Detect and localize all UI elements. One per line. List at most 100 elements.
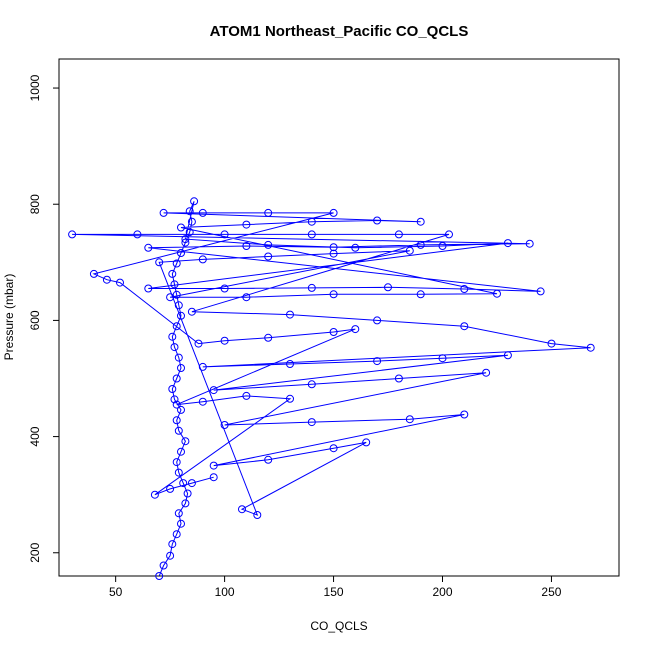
data-point: [159, 561, 168, 570]
data-point: [177, 519, 185, 528]
data-point: [242, 293, 251, 302]
data-point: [460, 322, 469, 331]
x-tick-label: 100: [215, 585, 235, 599]
data-point: [286, 394, 294, 403]
data-point: [181, 235, 190, 244]
data-point: [168, 385, 177, 393]
data-point: [253, 511, 262, 519]
data-point: [329, 243, 338, 252]
data-point: [166, 551, 175, 560]
data-point: [286, 310, 294, 319]
data-point: [155, 258, 164, 267]
x-axis-title: CO_QCLS: [310, 619, 367, 633]
data-point: [209, 473, 218, 482]
data-point: [405, 415, 414, 424]
data-point: [177, 364, 185, 372]
data-point: [116, 278, 124, 287]
data-point: [220, 421, 229, 429]
data-point: [493, 289, 501, 298]
data-point: [209, 461, 218, 470]
data-point: [586, 343, 595, 352]
data-point: [172, 530, 181, 539]
data-point: [168, 332, 177, 341]
data-point: [384, 283, 392, 292]
data-point: [329, 249, 338, 258]
data-point: [155, 572, 164, 580]
chart-title: ATOM1 Northeast_Pacific CO_QCLS: [210, 23, 469, 40]
y-axis-title: Pressure (mbar): [2, 274, 16, 361]
data-point: [547, 339, 556, 348]
data-point: [373, 216, 382, 225]
data-point: [166, 484, 175, 493]
data-point: [307, 418, 316, 427]
axis-ticks: 50 100 150 200 250 200 400 600 800 1000: [28, 74, 562, 599]
data-point: [373, 357, 382, 366]
data-point: [307, 380, 316, 389]
data-point: [174, 426, 183, 435]
data-point: [185, 207, 194, 216]
data-point: [187, 307, 196, 316]
data-point: [174, 353, 183, 362]
data-point: [536, 287, 545, 296]
data-point: [220, 336, 229, 345]
data-point: [482, 368, 491, 377]
data-point: [187, 479, 196, 488]
data-point: [242, 220, 251, 229]
data-point: [307, 230, 316, 239]
data-point: [181, 499, 190, 508]
data-point: [307, 217, 316, 226]
data-point: [172, 458, 181, 467]
data-point: [264, 208, 273, 217]
data-point: [416, 240, 425, 249]
data-point: [177, 223, 185, 232]
data-point: [405, 246, 414, 255]
data-point: [362, 438, 371, 447]
data-point: [525, 239, 534, 248]
data-point: [264, 240, 273, 249]
data-point: [307, 283, 316, 292]
data-point: [177, 447, 185, 456]
data-point: [172, 416, 181, 425]
data-point: [177, 249, 185, 257]
data-point: [264, 252, 273, 261]
data-point: [174, 468, 183, 477]
data-point: [198, 208, 207, 217]
data-point: [166, 293, 175, 302]
data-point: [329, 290, 338, 299]
data-point: [68, 230, 77, 239]
data-point: [174, 509, 183, 518]
data-point: [445, 230, 453, 239]
data-point: [190, 197, 199, 206]
data-point: [144, 284, 153, 293]
data-point: [144, 243, 153, 252]
data-point: [170, 395, 179, 404]
data-point: [220, 230, 229, 239]
data-point: [168, 269, 177, 278]
data-point: [351, 325, 360, 334]
data-point: [172, 400, 181, 409]
data-point: [416, 290, 425, 299]
data-point: [503, 239, 512, 248]
data-point: [185, 228, 194, 237]
data-point: [159, 208, 168, 217]
data-point: [194, 339, 203, 348]
data-point: [242, 242, 251, 250]
data-point: [198, 255, 207, 264]
data-point: [503, 351, 512, 360]
x-tick-label: 50: [109, 585, 123, 599]
data-point: [198, 397, 207, 406]
data-point: [179, 479, 188, 488]
data-point: [264, 455, 273, 464]
data-point: [170, 343, 179, 352]
data-point: [181, 437, 190, 446]
data-point: [329, 208, 338, 217]
data-point: [416, 217, 425, 226]
data-point: [177, 311, 185, 320]
data-point: [133, 230, 142, 239]
data-point: [187, 217, 196, 226]
data-point: [329, 444, 338, 453]
data-point: [172, 374, 181, 383]
data-point: [394, 230, 403, 239]
data-point: [242, 391, 251, 400]
